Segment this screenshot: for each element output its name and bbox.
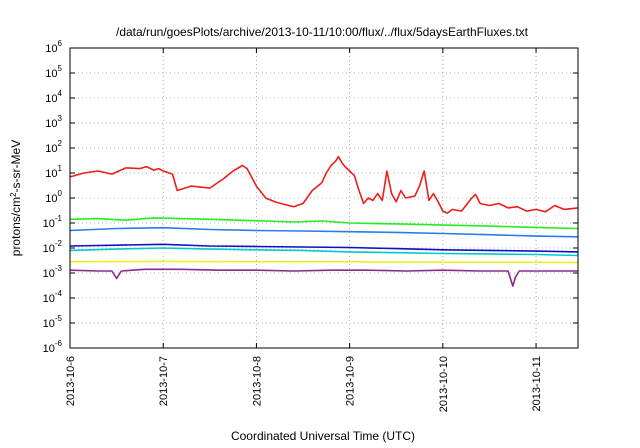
series-lines (69, 155, 579, 287)
x-tick-label: 2013-10-11 (531, 356, 543, 411)
series-line-1 (69, 217, 579, 230)
y-tick-label: 103 (45, 114, 62, 130)
series-line-2 (69, 247, 579, 257)
y-tick-label: 106 (45, 39, 62, 55)
y-tick-label: 104 (45, 89, 62, 105)
x-tick-label: 2013-10-7 (158, 356, 170, 406)
series-line-5 (69, 260, 579, 264)
y-tick-label: 10-4 (43, 289, 63, 305)
y-tick-label: 10-6 (43, 339, 63, 355)
x-axis-label: Coordinated Universal Time (UTC) (231, 429, 415, 443)
y-tick-label: 105 (45, 64, 62, 80)
y-tick-label: 10-5 (43, 314, 63, 330)
x-tick-label: 2013-10-6 (65, 356, 77, 406)
y-axis-label: protons/cm2-s-sr-MeV (9, 140, 24, 256)
x-tick-label: 2013-10-9 (345, 356, 357, 406)
grid (70, 48, 578, 348)
series-line-6 (69, 268, 578, 287)
y-tick-label: 100 (45, 189, 62, 205)
series-line-0 (69, 155, 579, 214)
x-tick-label: 2013-10-10 (438, 356, 450, 412)
series-line-3 (69, 226, 579, 238)
chart-title: /data/run/goesPlots/archive/2013-10-11/1… (116, 25, 529, 39)
y-tick-label: 10-3 (43, 264, 63, 280)
series-line-4 (69, 243, 579, 253)
y-axis: 10-6 10-5 10-4 10-3 10-2 10-1 100 101 102 103 104 1… (43, 39, 578, 355)
y-tick-label: 102 (45, 139, 62, 155)
y-tick-label: 101 (45, 164, 62, 180)
y-tick-label: 10-2 (43, 239, 63, 255)
y-tick-label: 10-1 (43, 214, 63, 230)
x-axis: 2013-10-6 2013-10-7 2013-10-8 2013-10-9 2013… (65, 48, 543, 412)
x-tick-label: 2013-10-8 (251, 356, 263, 406)
